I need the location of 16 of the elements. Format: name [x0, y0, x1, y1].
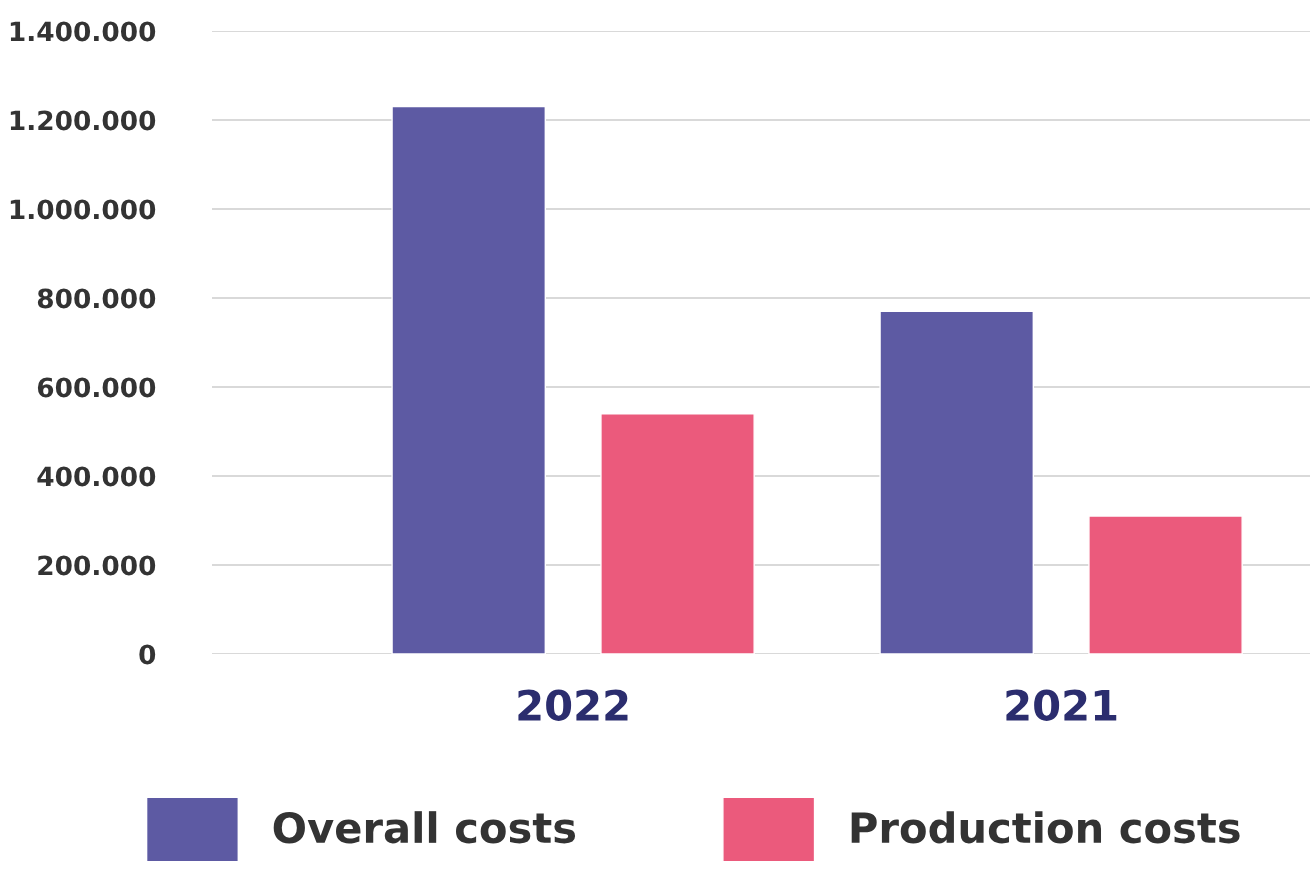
y-tick-label: 1.000.000 — [10, 199, 156, 220]
bar — [600, 413, 755, 654]
legend-label: Overall costs — [273, 811, 576, 844]
bar — [879, 310, 1034, 654]
x-tick-label: 2021 — [1006, 689, 1117, 721]
bar — [391, 105, 546, 654]
x-tick-label: 2022 — [518, 689, 628, 721]
legend-label: Production costs — [851, 811, 1240, 844]
y-tick-label: 1.400.000 — [10, 21, 156, 42]
bar — [1088, 515, 1243, 654]
y-tick-label: 200.000 — [38, 555, 156, 576]
y-tick-label: 400.000 — [37, 466, 156, 487]
y-tick-label: 800.000 — [37, 288, 156, 309]
y-tick-label: 0 — [139, 644, 156, 665]
y-tick-label: 1.200.000 — [10, 110, 156, 131]
y-tick-label: 600.000 — [37, 377, 156, 398]
